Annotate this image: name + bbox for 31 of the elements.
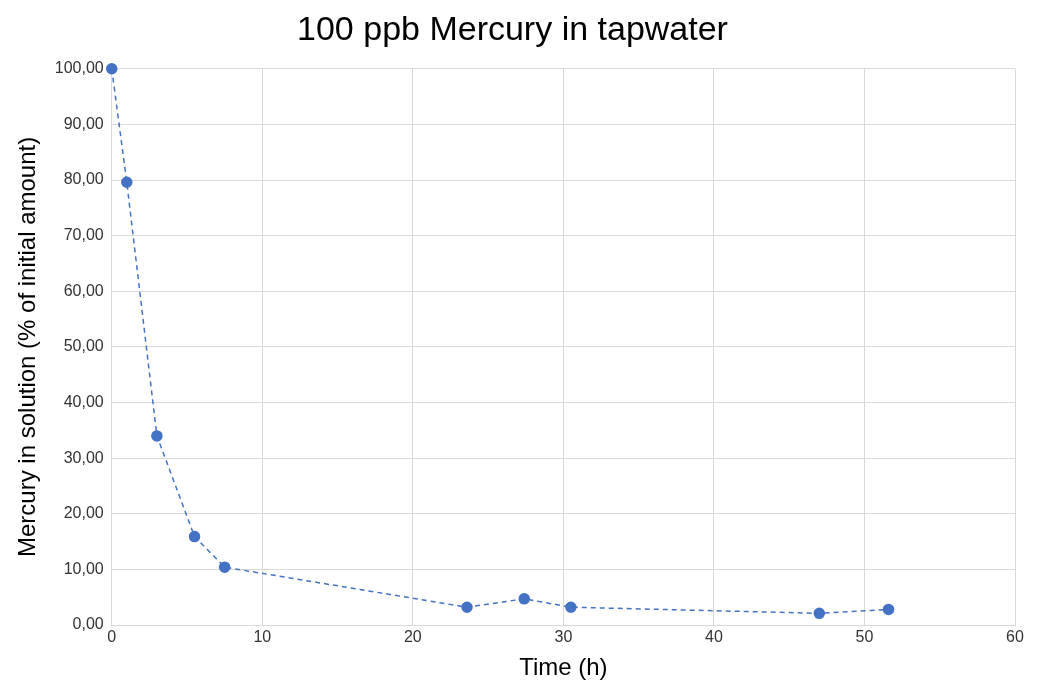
x-tick-label: 60 [1006,628,1024,646]
y-tick-label: 20,00 [63,504,104,522]
x-tick-label: 10 [253,628,272,646]
chart-title: 100 ppb Mercury in tapwater [297,8,728,47]
y-tick-label: 60,00 [63,281,104,299]
point [518,593,530,605]
y-tick-label: 100,00 [54,59,104,77]
y-tick-label: 0,00 [72,615,104,633]
x-tick-label: 50 [855,628,874,646]
point [151,430,163,442]
point [882,603,895,616]
y-tick-label: 40,00 [63,392,104,410]
point [813,607,826,620]
x-axis-title: Time (h) [519,653,608,681]
point [218,561,231,573]
point [121,176,133,189]
y-tick-label: 10,00 [63,559,104,577]
y-axis-title: Mercury in solution (% of initial amount) [13,136,41,557]
point [461,601,473,613]
x-tick-label: 20 [403,628,422,646]
x-tick-label: 30 [554,628,573,646]
y-tick-label: 30,00 [63,448,104,466]
point [565,601,577,613]
y-tick-label: 90,00 [63,114,104,132]
y-tick-label: 50,00 [63,337,104,355]
y-tick-label: 80,00 [63,170,104,188]
point [188,530,201,543]
x-tick-label: 40 [705,628,723,646]
x-tick-label: 0 [107,628,117,646]
point [105,63,118,75]
y-tick-label: 70,00 [63,226,104,244]
